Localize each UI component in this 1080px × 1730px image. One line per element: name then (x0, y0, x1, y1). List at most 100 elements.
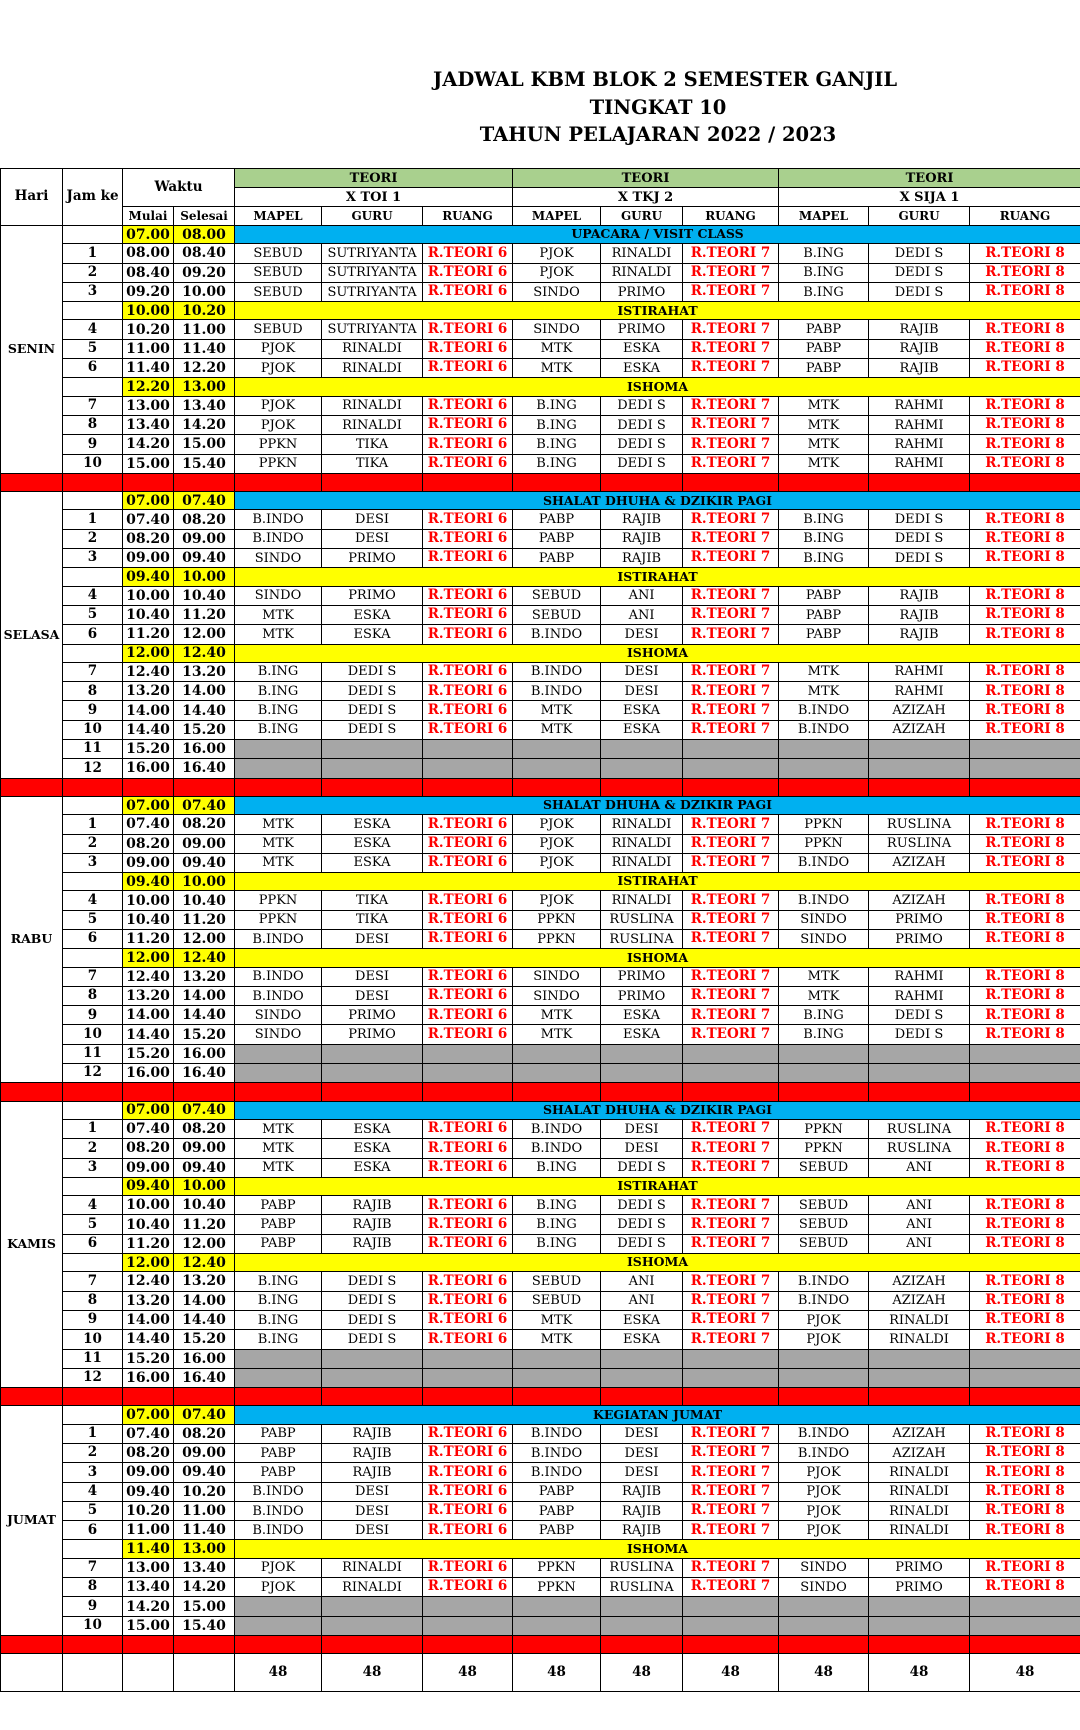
ruang-cell: R.TEORI 8 (969, 1290, 1080, 1311)
jam-ke-cell (62, 301, 123, 321)
separator-cell (600, 1634, 684, 1655)
mapel-cell: B.ING (512, 1157, 602, 1178)
guru-cell: DEDI S (600, 1195, 684, 1216)
guru-cell: AZIZAH (868, 890, 971, 911)
start-time: 08.20 (122, 1138, 174, 1159)
mapel-cell: PPKN (512, 909, 602, 930)
guru-cell: DEDI S (321, 1290, 424, 1311)
guru-cell: DEDI S (600, 434, 684, 455)
ruang-cell: R.TEORI 7 (682, 1423, 780, 1445)
guru-cell: AZIZAH (868, 1423, 971, 1445)
mapel-cell: B.INDO (512, 1423, 602, 1445)
mapel-cell: PJOK (512, 814, 602, 835)
empty-row: 12 16.00 16.40 (1, 1063, 1080, 1084)
mapel-cell: PABP (234, 1462, 323, 1483)
guru-cell: ANI (600, 585, 684, 606)
mapel-cell: SEBUD (778, 1195, 870, 1216)
activity-label: ISHOMA (234, 643, 1080, 663)
mapel-cell: SINDO (512, 985, 602, 1007)
table-row: 8 13.20 14.00 B.ING DEDI S R.TEORI 6 B.INDO DES… (1, 681, 1080, 702)
ruang-cell: R.TEORI 8 (969, 1195, 1080, 1216)
guru-cell: RINALDI (321, 1577, 424, 1598)
ruang-cell: R.TEORI 8 (969, 661, 1080, 683)
header-mapel: MAPEL (512, 206, 602, 226)
jam-ke-cell (62, 491, 123, 511)
jam-ke-cell: 2 (62, 1138, 123, 1159)
break-row: JUMAT 07.00 07.40 KEGIATAN JUMAT (0, 1405, 1080, 1636)
ruang-cell: R.TEORI 7 (682, 681, 780, 702)
break-row: RABU 07.00 07.40 SHALAT DHUHA & DZIKIR PAGI (0, 795, 1080, 1084)
jam-ke-cell: 1 (62, 243, 123, 264)
ruang-cell: R.TEORI 7 (682, 1577, 780, 1598)
end-time: 07.40 (172, 795, 236, 816)
jam-ke-cell: 2 (62, 833, 123, 854)
header-waktu: Waktu (121, 168, 236, 207)
separator-cell (778, 1387, 870, 1407)
ruang-cell: R.TEORI 6 (422, 890, 514, 911)
start-time: 12.40 (122, 966, 174, 987)
start-time: 14.00 (122, 1005, 174, 1026)
end-time: 09.00 (172, 1138, 236, 1159)
guru-cell: DESI (321, 928, 424, 950)
start-time: 07.00 (122, 491, 174, 511)
guru-cell: RINALDI (600, 852, 684, 874)
table-row: 3 09.00 09.40 SINDO PRIMO R.TEORI 6 PABP RAJIB R… (1, 548, 1080, 569)
jam-ke-cell: 1 (62, 509, 123, 530)
ruang-cell: R.TEORI 6 (422, 1462, 514, 1483)
break-row: 12.00 12.40 ISHOMA (1, 643, 1080, 663)
end-time: 16.40 (172, 758, 236, 779)
empty-slot (512, 1615, 602, 1636)
mapel-cell: PPKN (778, 814, 870, 835)
end-time: 13.40 (172, 1557, 236, 1579)
empty-slot (969, 1063, 1080, 1084)
end-time: 12.20 (172, 358, 236, 379)
start-time: 07.00 (122, 1405, 174, 1425)
guru-cell: PRIMO (321, 548, 424, 569)
end-time: 10.40 (172, 585, 236, 606)
start-time: 07.00 (122, 795, 174, 816)
ruang-cell: R.TEORI 6 (422, 395, 514, 416)
separator-cell (0, 1387, 63, 1407)
table-row: 3 09.20 10.00 SEBUD SUTRIYANTA R.TEORI 6 SINDO… (1, 281, 1080, 303)
guru-cell: DESI (600, 1462, 684, 1483)
end-time: 15.20 (172, 719, 236, 741)
start-time: 10.00 (122, 301, 174, 321)
end-time: 08.40 (172, 243, 236, 264)
guru-cell: RAHMI (868, 985, 971, 1007)
mapel-cell: B.INDO (234, 1481, 323, 1502)
ruang-cell: R.TEORI 8 (969, 434, 1080, 455)
end-time: 14.40 (172, 700, 236, 721)
start-time: 14.00 (122, 1309, 174, 1331)
mapel-cell: MTK (778, 414, 870, 436)
end-time: 14.40 (172, 1309, 236, 1331)
start-time: 10.40 (122, 1214, 174, 1235)
mapel-cell: PABP (234, 1423, 323, 1445)
ruang-cell: R.TEORI 6 (422, 1195, 514, 1216)
end-time: 11.40 (172, 338, 236, 360)
end-time: 08.20 (172, 1423, 236, 1445)
ruang-cell: R.TEORI 6 (422, 719, 514, 741)
separator-cell (234, 777, 323, 797)
guru-cell: RINALDI (321, 338, 424, 360)
guru-cell: AZIZAH (868, 700, 971, 721)
separator-cell (122, 472, 174, 493)
start-time: 11.20 (122, 624, 174, 645)
ruang-cell: R.TEORI 7 (682, 852, 780, 874)
mapel-cell: PABP (512, 548, 602, 569)
separator-cell (682, 1634, 780, 1655)
jam-ke-cell: 3 (62, 548, 123, 569)
header-class-1: X TOI 1 (234, 187, 514, 207)
guru-cell: DESI (321, 509, 424, 530)
jam-ke-cell: 1 (62, 814, 123, 835)
start-time: 07.40 (122, 509, 174, 530)
empty-slot (682, 739, 780, 760)
empty-slot (422, 1596, 514, 1617)
mapel-cell: B.INDO (234, 928, 323, 950)
separator-cell (600, 777, 684, 797)
guru-cell: RINALDI (321, 395, 424, 416)
jam-ke-cell: 4 (62, 890, 123, 911)
title-line-2: TINGKAT 10 (589, 96, 727, 119)
mapel-cell: PPKN (512, 1577, 602, 1598)
ruang-cell: R.TEORI 7 (682, 909, 780, 930)
